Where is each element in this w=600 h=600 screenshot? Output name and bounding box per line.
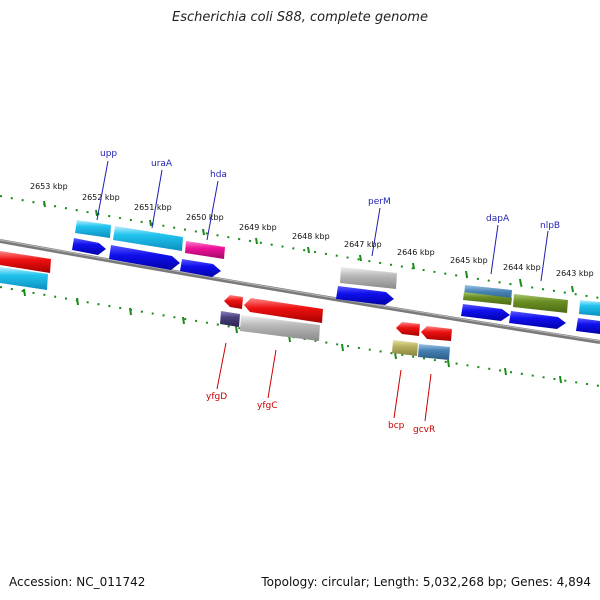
tick-outer (571, 285, 574, 293)
feature-red-arrow (396, 322, 420, 336)
tick-outer (43, 200, 46, 208)
feature-khaki (392, 340, 418, 356)
gene-label-hda: hda (210, 170, 227, 180)
gene-label-dapA: dapA (486, 214, 510, 224)
scale-label: 2647 kbp (344, 240, 382, 249)
tick-outer (255, 237, 258, 245)
scale-label: 2645 kbp (450, 256, 488, 265)
feature-olive (513, 294, 568, 313)
feature-steel (418, 344, 450, 360)
tick-outer (465, 270, 468, 278)
tick-inner (235, 325, 238, 334)
tick-inner (341, 343, 344, 352)
tick-outer (412, 262, 415, 270)
feature-blue-arrow (180, 259, 221, 277)
leader-hda (206, 180, 219, 241)
gene-label-uraA: uraA (151, 159, 173, 169)
top-leaders (96, 160, 549, 282)
tick-inner (182, 316, 185, 325)
scale-label: 2646 kbp (397, 248, 435, 257)
accession-label: Accession: NC_011742 (9, 575, 146, 589)
feature-magenta (185, 241, 225, 259)
genome-backbone-highlight (0, 239, 600, 342)
leader-uraA (151, 169, 163, 229)
feature-gray (240, 315, 320, 341)
scale-label: 2650 kbp (186, 213, 224, 222)
feature-olive (463, 292, 512, 305)
tick-inner (76, 297, 79, 306)
tick-outer (307, 246, 310, 254)
gene-label-perM: perM (368, 197, 391, 207)
gene-label-bcp: bcp (388, 421, 405, 431)
tick-inner (129, 307, 132, 316)
leader-nlpB (540, 230, 549, 282)
tick-outer (95, 209, 98, 217)
tick-inner (559, 375, 562, 384)
feature-cyan (113, 226, 183, 251)
feature-cyan (579, 300, 600, 316)
upper-features (0, 220, 600, 334)
feature-blue-arrow (509, 311, 566, 329)
scale-label: 2643 kbp (556, 269, 594, 278)
tick-outer (202, 228, 205, 236)
scale-label: 2651 kbp (134, 203, 172, 212)
leader-perM (371, 207, 381, 257)
feature-blue-arrow (461, 304, 510, 321)
feature-blue-arrow (576, 318, 600, 334)
tick-outer (519, 278, 522, 286)
feature-purple (220, 311, 240, 327)
tick-inner (23, 288, 26, 297)
leader-upp (96, 160, 109, 221)
leader-yfgD (216, 342, 227, 390)
tick-inner (447, 359, 450, 368)
gene-label-upp: upp (100, 149, 117, 159)
scale-label: 2653 kbp (30, 182, 68, 191)
feature-gray (340, 267, 397, 289)
tick-outer (149, 219, 152, 227)
genome-title: Escherichia coli S88, complete genome (172, 10, 428, 25)
gene-label-nlpB: nlpB (540, 221, 560, 231)
top-gene-labels: upp uraA hda perM dapA nlpB (100, 149, 560, 231)
feature-cyan (0, 267, 48, 290)
tick-inner (504, 367, 507, 376)
leader-dapA (490, 224, 499, 275)
genome-summary: Topology: circular; Length: 5,032,268 bp… (261, 575, 591, 589)
gene-label-yfgC: yfgC (257, 401, 278, 411)
scale-label: 2648 kbp (292, 232, 330, 241)
leader-bcp (393, 369, 402, 419)
scale-label: 2649 kbp (239, 223, 277, 232)
feature-red-arrow (421, 326, 452, 341)
lower-features (220, 295, 452, 360)
feature-blue-arrow (336, 286, 394, 305)
genome-backbone (0, 239, 600, 344)
gene-label-gcvR: gcvR (413, 425, 435, 435)
feature-blue-arrow (109, 245, 180, 270)
feature-red-arrow (244, 298, 323, 323)
gene-label-yfgD: yfgD (206, 392, 227, 402)
leader-gcvR (424, 373, 432, 422)
bottom-gene-labels: yfgD yfgC bcp gcvR (206, 392, 435, 435)
feature-blue-arrow (72, 238, 106, 255)
feature-red-arrow (0, 251, 51, 273)
scale-label: 2644 kbp (503, 263, 541, 272)
feature-cyan (75, 220, 111, 238)
tick-outer (359, 254, 362, 262)
feature-red-arrow (224, 295, 243, 309)
bottom-leaders (216, 342, 432, 422)
leader-yfgC (267, 349, 277, 399)
